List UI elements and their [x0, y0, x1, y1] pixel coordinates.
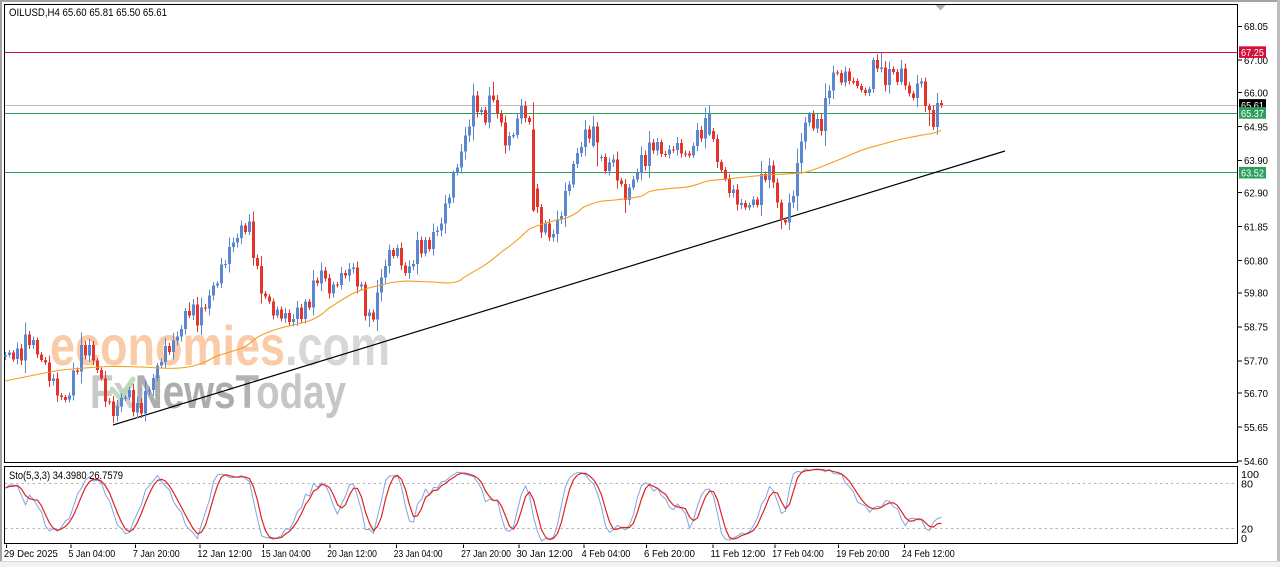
- svg-text:61.85: 61.85: [1244, 222, 1268, 234]
- svg-text:30 Jan 12:00: 30 Jan 12:00: [516, 548, 572, 560]
- svg-text:80: 80: [1241, 478, 1253, 490]
- svg-text:57.70: 57.70: [1244, 356, 1268, 368]
- svg-text:12 Jan 12:00: 12 Jan 12:00: [197, 548, 252, 560]
- svg-text:20 Jan 12:00: 20 Jan 12:00: [327, 548, 377, 560]
- svg-text:55.65: 55.65: [1244, 422, 1268, 434]
- svg-text:65.37: 65.37: [1241, 108, 1264, 120]
- svg-text:6 Feb 20:00: 6 Feb 20:00: [644, 548, 695, 560]
- svg-text:4 Feb 04:00: 4 Feb 04:00: [582, 548, 631, 560]
- svg-text:15 Jan 04:00: 15 Jan 04:00: [261, 548, 311, 560]
- svg-text:0: 0: [1241, 533, 1247, 545]
- svg-text:23 Jan 04:00: 23 Jan 04:00: [394, 548, 443, 560]
- svg-text:27 Jan 20:00: 27 Jan 20:00: [461, 548, 511, 560]
- svg-text:60.80: 60.80: [1244, 255, 1268, 267]
- svg-text:Sto(5,3,3) 34.3980 26.7579: Sto(5,3,3) 34.3980 26.7579: [9, 470, 123, 482]
- svg-text:20: 20: [1241, 523, 1253, 535]
- svg-text:5 Jan 04:00: 5 Jan 04:00: [68, 548, 115, 560]
- svg-text:24 Feb 12:00: 24 Feb 12:00: [902, 548, 955, 560]
- svg-text:58.75: 58.75: [1244, 322, 1268, 334]
- svg-text:64.95: 64.95: [1244, 121, 1268, 133]
- svg-text:67.00: 67.00: [1244, 55, 1268, 67]
- svg-text:17 Feb 04:00: 17 Feb 04:00: [772, 548, 824, 560]
- svg-text:66.00: 66.00: [1244, 87, 1268, 99]
- svg-text:62.90: 62.90: [1244, 188, 1268, 200]
- svg-text:FxNewsToday: FxNewsToday: [90, 365, 346, 418]
- svg-text:59.80: 59.80: [1244, 288, 1268, 300]
- svg-text:11 Feb 12:00: 11 Feb 12:00: [711, 548, 766, 560]
- svg-text:19 Feb 20:00: 19 Feb 20:00: [836, 548, 889, 560]
- svg-text:100: 100: [1241, 469, 1259, 481]
- svg-text:56.70: 56.70: [1244, 388, 1268, 400]
- svg-text:OILUSD,H4 65.60 65.81 65.50 6: OILUSD,H4 65.60 65.81 65.50 65.61: [9, 7, 167, 19]
- svg-text:29 Dec 2025: 29 Dec 2025: [4, 548, 58, 560]
- svg-text:7 Jan 20:00: 7 Jan 20:00: [133, 548, 180, 560]
- svg-text:68.05: 68.05: [1244, 21, 1268, 33]
- svg-text:54.60: 54.60: [1244, 456, 1268, 468]
- svg-text:63.52: 63.52: [1241, 168, 1264, 180]
- svg-text:67.25: 67.25: [1241, 47, 1264, 59]
- svg-text:63.90: 63.90: [1244, 155, 1268, 167]
